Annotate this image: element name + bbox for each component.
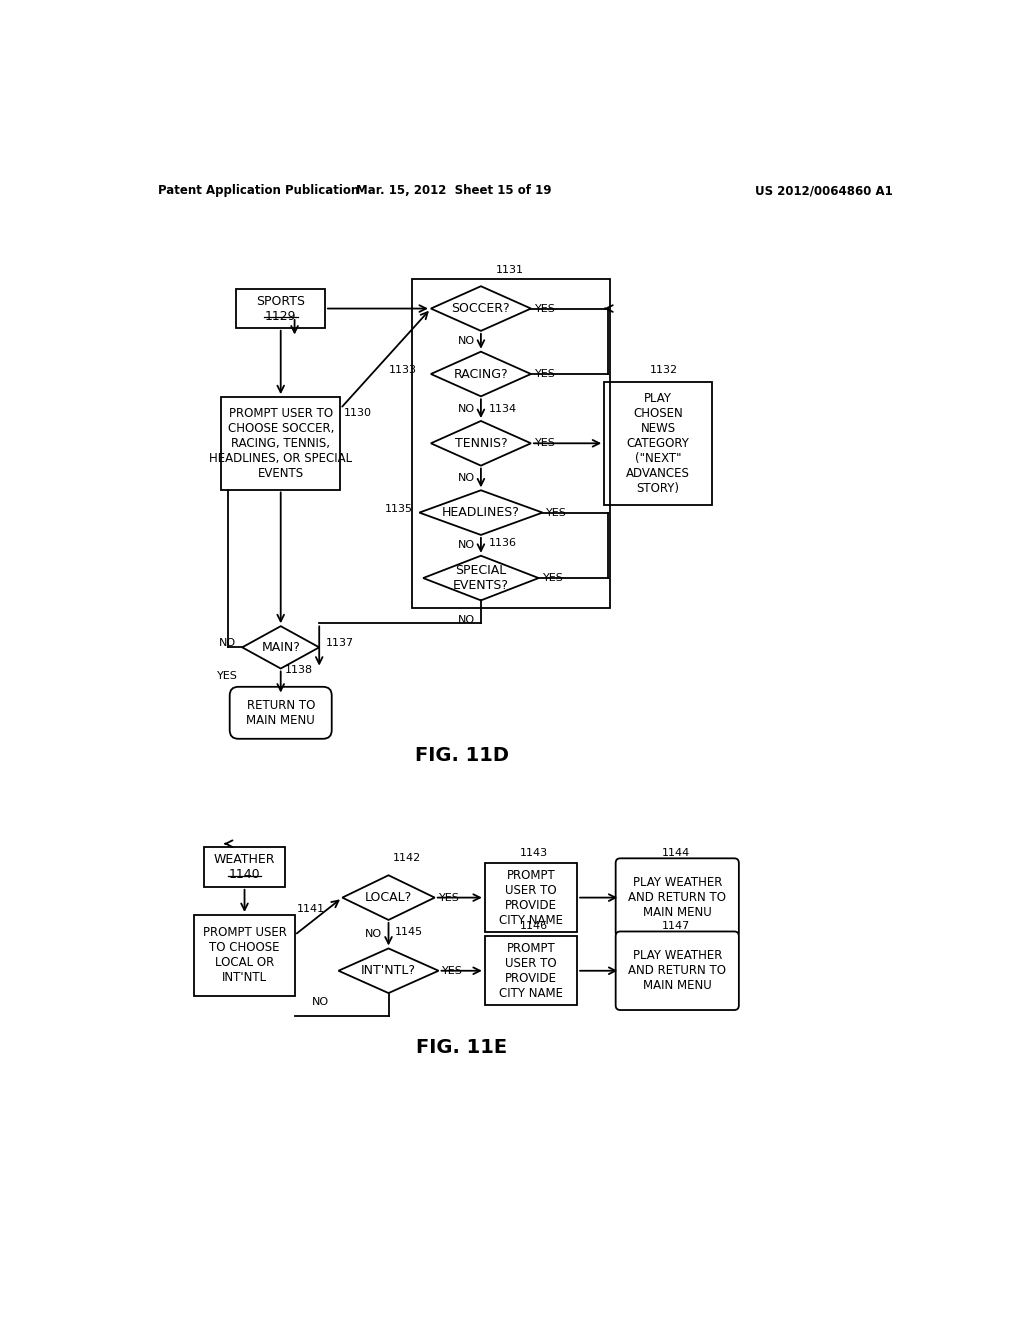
Text: FIG. 11D: FIG. 11D: [415, 746, 509, 764]
Text: 1144: 1144: [662, 847, 690, 858]
Text: PLAY WEATHER
AND RETURN TO
MAIN MENU: PLAY WEATHER AND RETURN TO MAIN MENU: [629, 949, 726, 993]
Text: PROMPT USER
TO CHOOSE
LOCAL OR
INT'NTL: PROMPT USER TO CHOOSE LOCAL OR INT'NTL: [203, 927, 287, 985]
Bar: [221, 397, 340, 490]
Text: TENNIS?: TENNIS?: [455, 437, 507, 450]
Bar: [484, 863, 578, 932]
Bar: [484, 936, 578, 1006]
Text: YES: YES: [543, 573, 563, 583]
Text: 1135: 1135: [385, 504, 413, 513]
Text: 1142: 1142: [392, 853, 421, 862]
FancyBboxPatch shape: [229, 686, 332, 739]
Text: 1146: 1146: [519, 921, 548, 931]
Text: YES: YES: [535, 304, 556, 314]
Text: FIG. 11E: FIG. 11E: [416, 1039, 507, 1057]
Text: PROMPT USER TO
CHOOSE SOCCER,
RACING, TENNIS,
HEADLINES, OR SPECIAL
EVENTS: PROMPT USER TO CHOOSE SOCCER, RACING, TE…: [209, 407, 352, 479]
Text: 1138: 1138: [285, 665, 312, 676]
Text: 1136: 1136: [488, 539, 517, 548]
Text: YES: YES: [535, 438, 556, 449]
Polygon shape: [431, 351, 531, 396]
Text: Mar. 15, 2012  Sheet 15 of 19: Mar. 15, 2012 Sheet 15 of 19: [356, 185, 552, 197]
Text: 1131: 1131: [497, 265, 524, 275]
Text: 1133: 1133: [388, 366, 417, 375]
Text: NO: NO: [219, 639, 237, 648]
Polygon shape: [342, 875, 435, 920]
Text: YES: YES: [547, 508, 567, 517]
Bar: [204, 847, 285, 887]
Bar: [412, 279, 609, 609]
Polygon shape: [339, 949, 438, 993]
Text: 1130: 1130: [344, 408, 373, 417]
Text: 1132: 1132: [650, 366, 679, 375]
Text: PROMPT
USER TO
PROVIDE
CITY NAME: PROMPT USER TO PROVIDE CITY NAME: [499, 869, 563, 927]
Text: 1134: 1134: [488, 404, 517, 413]
Text: MAIN?: MAIN?: [261, 640, 300, 653]
Text: YES: YES: [217, 672, 238, 681]
Text: SPECIAL
EVENTS?: SPECIAL EVENTS?: [453, 564, 509, 593]
Text: SPORTS
1129: SPORTS 1129: [256, 294, 305, 322]
Text: YES: YES: [535, 370, 556, 379]
Text: 1143: 1143: [519, 847, 548, 858]
Text: NO: NO: [458, 540, 475, 550]
Text: PLAY
CHOSEN
NEWS
CATEGORY
("NEXT"
ADVANCES
STORY): PLAY CHOSEN NEWS CATEGORY ("NEXT" ADVANC…: [626, 392, 690, 495]
Text: LOCAL?: LOCAL?: [365, 891, 412, 904]
Polygon shape: [419, 490, 543, 535]
Bar: [195, 915, 295, 995]
Polygon shape: [243, 626, 319, 668]
Polygon shape: [423, 556, 539, 601]
Text: WEATHER
1140: WEATHER 1140: [214, 853, 275, 880]
Bar: [237, 289, 325, 327]
Polygon shape: [431, 286, 531, 331]
Polygon shape: [431, 421, 531, 466]
Text: NO: NO: [458, 615, 475, 624]
Text: US 2012/0064860 A1: US 2012/0064860 A1: [755, 185, 893, 197]
Text: YES: YES: [438, 892, 460, 903]
Text: 1147: 1147: [662, 921, 690, 931]
Text: RACING?: RACING?: [454, 367, 508, 380]
Text: NO: NO: [458, 473, 475, 483]
Text: NO: NO: [458, 335, 475, 346]
Text: 1145: 1145: [394, 927, 423, 937]
Bar: [604, 381, 712, 506]
Text: Patent Application Publication: Patent Application Publication: [158, 185, 358, 197]
Text: NO: NO: [366, 929, 382, 939]
Text: INT'NTL?: INT'NTL?: [361, 964, 416, 977]
Text: 1141: 1141: [297, 904, 325, 915]
FancyBboxPatch shape: [615, 858, 739, 937]
Text: NO: NO: [311, 998, 329, 1007]
Text: YES: YES: [442, 966, 463, 975]
Text: 1137: 1137: [326, 639, 353, 648]
Text: RETURN TO
MAIN MENU: RETURN TO MAIN MENU: [247, 698, 315, 727]
Text: PROMPT
USER TO
PROVIDE
CITY NAME: PROMPT USER TO PROVIDE CITY NAME: [499, 941, 563, 999]
Text: SOCCER?: SOCCER?: [452, 302, 510, 315]
Text: NO: NO: [458, 404, 475, 413]
Text: PLAY WEATHER
AND RETURN TO
MAIN MENU: PLAY WEATHER AND RETURN TO MAIN MENU: [629, 876, 726, 919]
Text: HEADLINES?: HEADLINES?: [442, 506, 520, 519]
FancyBboxPatch shape: [615, 932, 739, 1010]
